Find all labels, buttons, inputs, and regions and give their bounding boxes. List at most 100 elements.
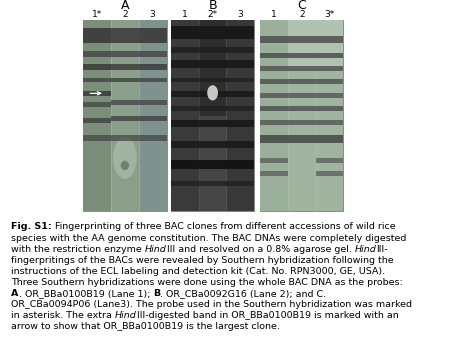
Bar bbox=[315, 79, 343, 84]
Text: species with the AA genome constitution. The BAC DNAs were completely digested: species with the AA genome constitution.… bbox=[11, 234, 407, 243]
Bar bbox=[288, 106, 315, 111]
Text: A: A bbox=[121, 0, 129, 12]
Text: instructions of the ECL labeling and detection kit (Cat. No. RPN3000, GE, USA).: instructions of the ECL labeling and det… bbox=[11, 267, 385, 276]
Bar bbox=[199, 78, 226, 82]
Bar bbox=[226, 120, 254, 127]
Bar bbox=[288, 20, 315, 68]
Bar bbox=[111, 64, 139, 70]
Bar bbox=[315, 53, 343, 58]
Bar bbox=[171, 20, 199, 211]
Bar bbox=[199, 61, 226, 68]
Bar bbox=[315, 106, 343, 111]
Bar bbox=[199, 20, 226, 211]
Bar bbox=[226, 26, 254, 40]
Ellipse shape bbox=[121, 161, 129, 170]
Bar bbox=[315, 20, 343, 211]
Bar bbox=[199, 91, 226, 97]
Text: Hind: Hind bbox=[145, 245, 167, 254]
Bar bbox=[111, 28, 139, 43]
Text: III-: III- bbox=[376, 245, 388, 254]
Bar bbox=[260, 20, 288, 211]
Text: OR_CBa0094P06 (Lane3). The probe used in the Southern hybridization was marked: OR_CBa0094P06 (Lane3). The probe used in… bbox=[11, 300, 412, 309]
Text: Fig. S1:: Fig. S1: bbox=[11, 222, 52, 232]
Bar bbox=[83, 20, 111, 211]
Bar bbox=[260, 53, 288, 58]
Bar bbox=[139, 100, 166, 105]
Bar bbox=[111, 78, 139, 82]
Text: Fingerprinting of three BAC clones from different accessions of wild rice: Fingerprinting of three BAC clones from … bbox=[52, 222, 396, 232]
Bar bbox=[288, 93, 315, 98]
Bar bbox=[83, 51, 111, 56]
Text: 2*: 2* bbox=[207, 9, 218, 19]
Bar bbox=[171, 181, 199, 187]
Bar bbox=[171, 120, 199, 127]
Bar bbox=[139, 116, 166, 121]
Bar bbox=[288, 20, 315, 211]
Bar bbox=[111, 100, 139, 105]
Text: 1*: 1* bbox=[92, 9, 102, 19]
Bar bbox=[199, 26, 226, 40]
Bar bbox=[226, 78, 254, 82]
Text: III-digested band in OR_BBa0100B19 is marked with an: III-digested band in OR_BBa0100B19 is ma… bbox=[137, 311, 399, 320]
Bar bbox=[288, 35, 315, 43]
Bar bbox=[199, 106, 226, 111]
Bar bbox=[260, 135, 288, 143]
Text: 2: 2 bbox=[122, 9, 128, 19]
Bar bbox=[260, 66, 288, 71]
Text: B: B bbox=[208, 0, 217, 12]
Bar bbox=[260, 93, 288, 98]
Bar bbox=[199, 160, 226, 169]
Bar bbox=[315, 93, 343, 98]
Bar bbox=[171, 160, 199, 169]
Bar bbox=[315, 135, 343, 143]
Bar bbox=[226, 47, 254, 53]
Bar bbox=[171, 26, 199, 40]
Bar bbox=[83, 78, 111, 82]
Text: Hind: Hind bbox=[355, 245, 376, 254]
Text: with the restriction enzyme: with the restriction enzyme bbox=[11, 245, 145, 254]
Bar bbox=[288, 53, 315, 58]
Bar bbox=[260, 171, 288, 176]
Bar bbox=[260, 20, 343, 211]
Bar bbox=[226, 141, 254, 148]
Text: B: B bbox=[153, 289, 160, 298]
Text: in asterisk. The extra: in asterisk. The extra bbox=[11, 311, 115, 320]
Bar bbox=[315, 20, 343, 68]
Bar bbox=[139, 64, 166, 70]
Ellipse shape bbox=[207, 85, 218, 100]
Bar bbox=[139, 28, 166, 43]
Bar bbox=[226, 106, 254, 111]
Text: A: A bbox=[11, 289, 18, 298]
Bar bbox=[288, 120, 315, 125]
Bar bbox=[111, 20, 139, 211]
Bar bbox=[199, 181, 226, 187]
Bar bbox=[199, 47, 226, 53]
Bar bbox=[226, 91, 254, 97]
Bar bbox=[171, 91, 199, 97]
Bar bbox=[139, 51, 166, 56]
Bar bbox=[260, 120, 288, 125]
Bar bbox=[315, 171, 343, 176]
Bar bbox=[260, 158, 288, 163]
Text: 1: 1 bbox=[182, 9, 188, 19]
Text: . OR_BBa0100B19 (Lane 1);: . OR_BBa0100B19 (Lane 1); bbox=[18, 289, 153, 298]
Bar bbox=[171, 78, 199, 82]
Text: 1: 1 bbox=[271, 9, 277, 19]
Bar bbox=[288, 79, 315, 84]
Bar bbox=[315, 158, 343, 163]
Bar bbox=[139, 135, 166, 141]
Bar bbox=[83, 118, 111, 123]
Text: 3: 3 bbox=[238, 9, 243, 19]
Text: 2: 2 bbox=[299, 9, 305, 19]
Bar bbox=[139, 78, 166, 82]
Bar bbox=[171, 20, 254, 211]
Text: . OR_CBa0092G16 (Lane 2); and C.: . OR_CBa0092G16 (Lane 2); and C. bbox=[160, 289, 326, 298]
Bar bbox=[199, 120, 226, 127]
Bar bbox=[315, 120, 343, 125]
Bar bbox=[260, 35, 288, 43]
Text: Three Southern hybridizations were done using the whole BAC DNA as the probes:: Three Southern hybridizations were done … bbox=[11, 278, 403, 287]
Bar bbox=[111, 51, 139, 56]
Text: 3*: 3* bbox=[324, 9, 335, 19]
Ellipse shape bbox=[113, 137, 136, 179]
Text: III and resolved on a 0.8% agarose gel.: III and resolved on a 0.8% agarose gel. bbox=[167, 245, 355, 254]
